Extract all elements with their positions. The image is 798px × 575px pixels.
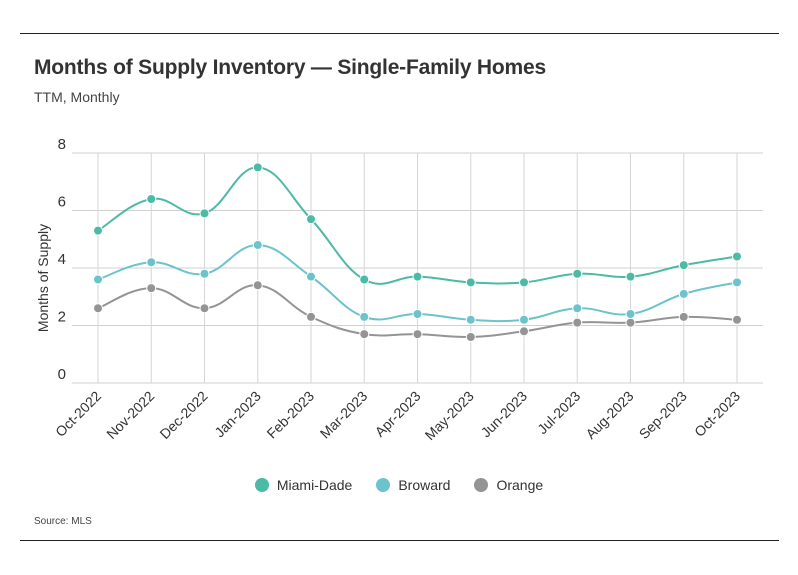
data-point-broward bbox=[146, 257, 157, 268]
top-rule bbox=[20, 33, 779, 34]
data-point-orange bbox=[678, 311, 689, 322]
y-tick-label: 0 bbox=[58, 366, 66, 383]
data-point-miami-dade bbox=[465, 277, 476, 288]
data-point-broward bbox=[199, 268, 210, 279]
data-point-broward bbox=[252, 240, 263, 250]
x-tick-label: Oct-2022 bbox=[52, 388, 104, 440]
data-point-broward bbox=[412, 309, 423, 319]
chart-subtitle: TTM, Monthly bbox=[34, 89, 120, 105]
data-point-broward bbox=[306, 271, 316, 282]
y-tick-label: 4 bbox=[58, 251, 66, 268]
y-tick-label: 8 bbox=[58, 136, 66, 153]
data-point-orange bbox=[465, 332, 476, 342]
data-point-orange bbox=[625, 317, 636, 328]
data-point-miami-dade bbox=[146, 194, 157, 204]
legend-swatch bbox=[254, 478, 269, 492]
data-point-orange bbox=[252, 280, 263, 291]
data-point-orange bbox=[572, 317, 583, 328]
data-point-orange bbox=[359, 329, 370, 340]
x-tick-label: Aug-2023 bbox=[582, 388, 636, 442]
x-tick-label: Dec-2022 bbox=[156, 388, 210, 442]
chart-legend: Miami-Dade Broward Orange bbox=[0, 477, 798, 493]
chart-title: Months of Supply Inventory — Single-Fami… bbox=[34, 56, 546, 79]
data-point-orange bbox=[306, 311, 316, 322]
x-tick-label: May-2023 bbox=[422, 388, 477, 443]
data-point-miami-dade bbox=[199, 208, 210, 219]
x-tick-label: Mar-2023 bbox=[317, 388, 371, 442]
x-tick-label: Nov-2022 bbox=[103, 388, 157, 442]
data-point-broward bbox=[519, 314, 529, 325]
data-point-orange bbox=[199, 303, 210, 314]
data-point-broward bbox=[732, 277, 742, 288]
bottom-rule bbox=[20, 540, 779, 541]
data-point-miami-dade bbox=[93, 225, 103, 236]
data-point-miami-dade bbox=[306, 214, 316, 225]
data-point-broward bbox=[678, 288, 689, 299]
data-point-orange bbox=[146, 283, 157, 294]
legend-item-broward: Broward bbox=[376, 477, 450, 493]
x-tick-label: Apr-2023 bbox=[372, 388, 424, 440]
source-note: Source: MLS bbox=[34, 516, 92, 527]
legend-label: Broward bbox=[398, 477, 451, 493]
x-tick-label: Sep-2023 bbox=[636, 388, 690, 442]
x-tick-label: Jul-2023 bbox=[534, 388, 583, 437]
data-point-miami-dade bbox=[732, 251, 742, 262]
data-point-miami-dade bbox=[252, 162, 263, 173]
legend-label: Orange bbox=[496, 477, 544, 493]
y-tick-label: 2 bbox=[58, 309, 66, 326]
y-axis-label: Months of Supply bbox=[35, 224, 51, 332]
data-point-miami-dade bbox=[519, 277, 529, 288]
data-point-miami-dade bbox=[678, 260, 689, 271]
data-point-broward bbox=[359, 311, 370, 322]
data-point-broward bbox=[625, 309, 636, 319]
y-tick-label: 6 bbox=[58, 194, 66, 211]
legend-label: Miami-Dade bbox=[276, 477, 353, 493]
data-point-orange bbox=[412, 329, 423, 340]
data-point-orange bbox=[93, 303, 103, 314]
x-tick-label: Oct-2023 bbox=[691, 388, 743, 440]
legend-swatch bbox=[474, 478, 489, 492]
legend-swatch bbox=[376, 478, 391, 492]
data-point-broward bbox=[465, 314, 476, 325]
data-point-miami-dade bbox=[625, 271, 636, 282]
x-tick-label: Jan-2023 bbox=[211, 388, 264, 441]
data-point-miami-dade bbox=[572, 268, 583, 279]
data-point-orange bbox=[732, 314, 742, 325]
data-point-miami-dade bbox=[359, 274, 370, 285]
legend-item-miami-dade: Miami-Dade bbox=[254, 477, 353, 493]
data-point-miami-dade bbox=[412, 271, 423, 282]
x-tick-label: Feb-2023 bbox=[263, 388, 317, 442]
x-tick-label: Jun-2023 bbox=[478, 388, 531, 441]
legend-item-orange: Orange bbox=[474, 477, 543, 493]
data-point-broward bbox=[93, 274, 103, 285]
data-point-broward bbox=[572, 303, 583, 314]
data-point-orange bbox=[519, 326, 529, 337]
